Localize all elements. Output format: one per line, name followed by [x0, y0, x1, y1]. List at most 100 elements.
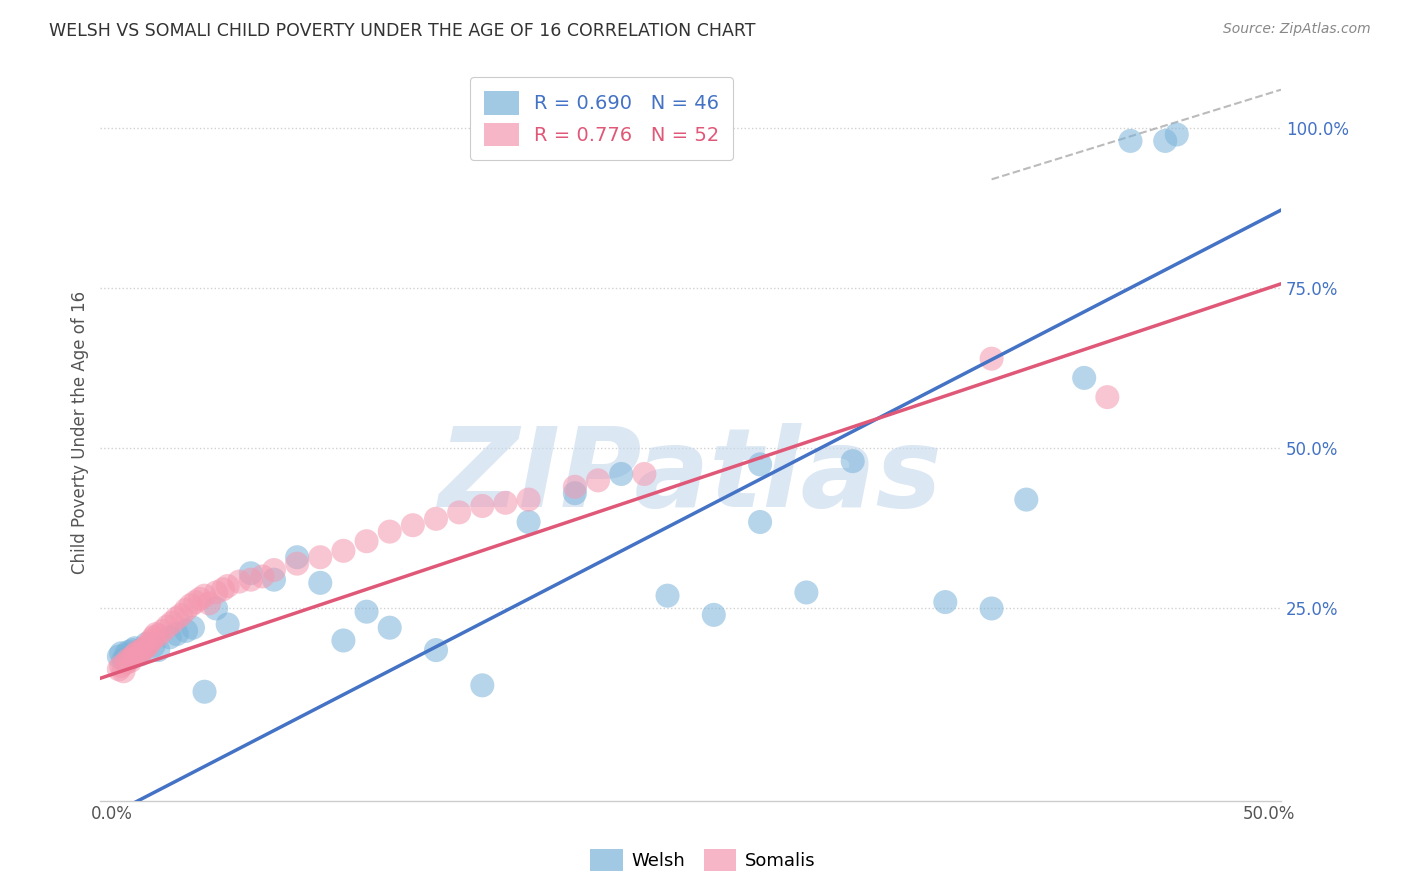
Point — [934, 595, 956, 609]
Point — [1166, 128, 1188, 142]
Point — [134, 641, 156, 656]
Point — [425, 512, 447, 526]
Point — [749, 458, 772, 472]
Point — [228, 574, 250, 589]
Point — [212, 582, 235, 597]
Point — [135, 637, 157, 651]
Point — [263, 573, 285, 587]
Point — [471, 499, 494, 513]
Point — [471, 678, 494, 692]
Point — [112, 665, 135, 679]
Point — [110, 659, 132, 673]
Point — [378, 621, 401, 635]
Y-axis label: Child Poverty Under the Age of 16: Child Poverty Under the Age of 16 — [72, 291, 89, 574]
Point — [174, 603, 197, 617]
Point — [131, 643, 153, 657]
Point — [841, 454, 863, 468]
Point — [239, 573, 262, 587]
Point — [356, 605, 378, 619]
Point — [181, 621, 204, 635]
Point — [110, 646, 132, 660]
Point — [252, 569, 274, 583]
Point — [332, 633, 354, 648]
Point — [117, 653, 139, 667]
Legend: Welsh, Somalis: Welsh, Somalis — [583, 842, 823, 879]
Point — [517, 515, 540, 529]
Point — [188, 591, 211, 606]
Point — [142, 639, 165, 653]
Point — [142, 630, 165, 644]
Point — [796, 585, 818, 599]
Point — [378, 524, 401, 539]
Point — [564, 480, 586, 494]
Point — [121, 649, 143, 664]
Point — [332, 544, 354, 558]
Point — [205, 601, 228, 615]
Point — [166, 611, 188, 625]
Point — [749, 515, 772, 529]
Point — [703, 607, 725, 622]
Point — [120, 651, 142, 665]
Legend: R = 0.690   N = 46, R = 0.776   N = 52: R = 0.690 N = 46, R = 0.776 N = 52 — [470, 78, 733, 160]
Point — [156, 619, 179, 633]
Point — [449, 505, 471, 519]
Text: ZIPatlas: ZIPatlas — [439, 423, 942, 530]
Point — [127, 645, 149, 659]
Point — [263, 563, 285, 577]
Point — [285, 557, 308, 571]
Point — [112, 653, 135, 667]
Point — [309, 550, 332, 565]
Point — [193, 589, 215, 603]
Point — [170, 607, 193, 622]
Point — [180, 599, 202, 613]
Point — [159, 630, 181, 644]
Point — [564, 486, 586, 500]
Point — [217, 579, 239, 593]
Point — [205, 585, 228, 599]
Point — [135, 640, 157, 654]
Point — [495, 496, 517, 510]
Point — [217, 617, 239, 632]
Point — [174, 624, 197, 638]
Point — [160, 615, 183, 630]
Point — [117, 645, 139, 659]
Point — [166, 627, 188, 641]
Point — [309, 575, 332, 590]
Point — [198, 596, 221, 610]
Point — [657, 589, 679, 603]
Point — [131, 643, 153, 657]
Point — [517, 492, 540, 507]
Text: WELSH VS SOMALI CHILD POVERTY UNDER THE AGE OF 16 CORRELATION CHART: WELSH VS SOMALI CHILD POVERTY UNDER THE … — [49, 22, 755, 40]
Point — [148, 628, 170, 642]
Point — [1097, 390, 1119, 404]
Point — [402, 518, 425, 533]
Point — [128, 646, 150, 660]
Point — [124, 648, 146, 662]
Point — [239, 566, 262, 581]
Point — [586, 474, 609, 488]
Point — [980, 351, 1002, 366]
Point — [108, 649, 131, 664]
Point — [1073, 371, 1095, 385]
Point — [114, 656, 136, 670]
Point — [127, 644, 149, 658]
Point — [148, 643, 170, 657]
Point — [610, 467, 633, 481]
Point — [120, 654, 142, 668]
Point — [285, 550, 308, 565]
Point — [138, 637, 160, 651]
Point — [356, 534, 378, 549]
Point — [980, 601, 1002, 615]
Point — [114, 648, 136, 662]
Text: Source: ZipAtlas.com: Source: ZipAtlas.com — [1223, 22, 1371, 37]
Point — [121, 643, 143, 657]
Point — [633, 467, 655, 481]
Point — [193, 684, 215, 698]
Point — [124, 641, 146, 656]
Point — [141, 633, 163, 648]
Point — [1015, 492, 1038, 507]
Point — [425, 643, 447, 657]
Point — [128, 648, 150, 662]
Point — [1154, 134, 1177, 148]
Point — [152, 624, 174, 638]
